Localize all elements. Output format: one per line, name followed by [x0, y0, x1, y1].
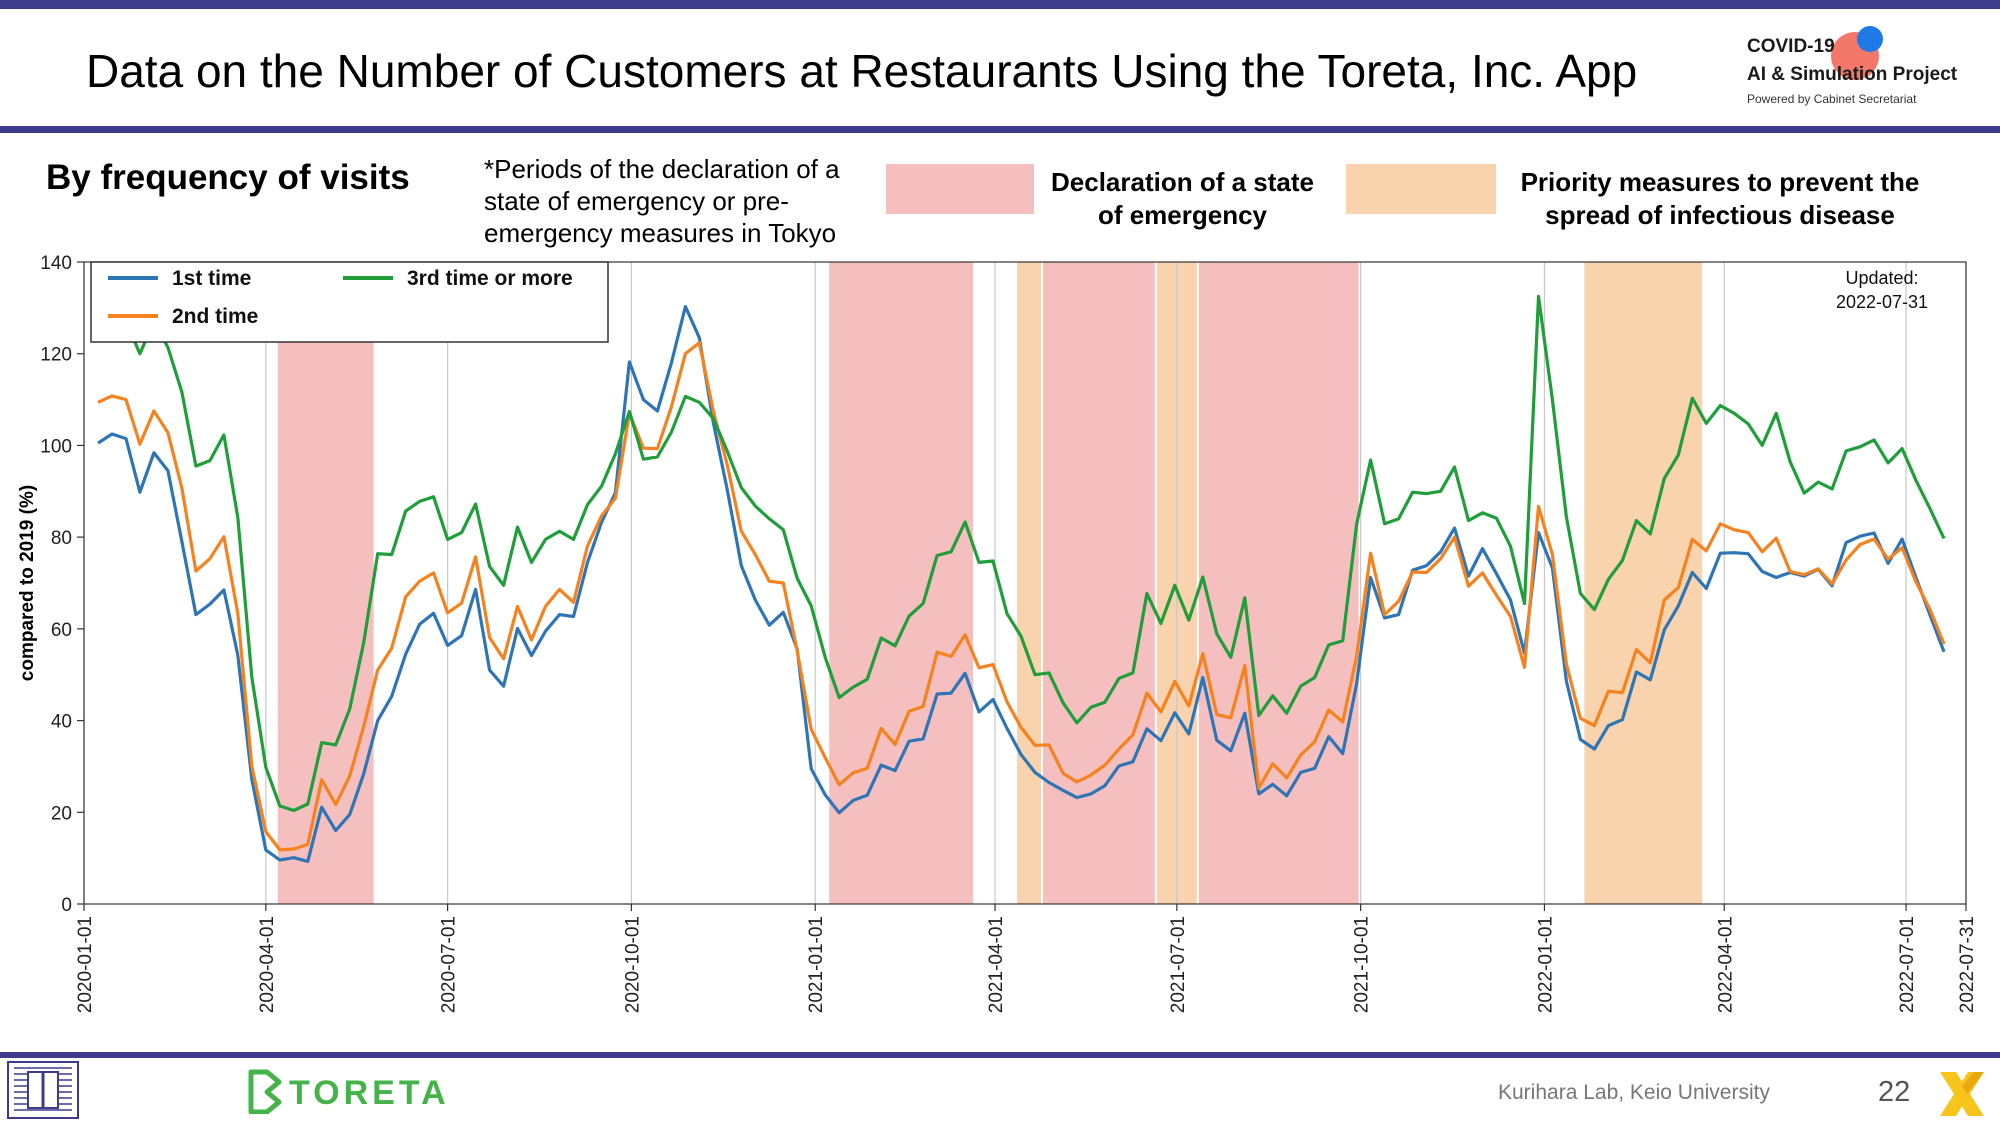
priority-legend-swatch	[1346, 164, 1496, 214]
emergency-legend-swatch	[886, 164, 1034, 214]
x-tick-label-11: 2022-07-31	[1957, 916, 1978, 1013]
legend-label-0: 1st time	[172, 267, 251, 290]
plot-frame	[83, 261, 1967, 905]
footer-divider-bar	[0, 1052, 2000, 1058]
y-tick-label-0: 0	[61, 895, 72, 916]
legend-box	[90, 261, 609, 343]
emergency-legend-label: Declaration of a state of emergency	[1051, 167, 1314, 230]
y-tick-label-2: 40	[51, 712, 72, 733]
x-tick-label-2: 2020-07-01	[439, 916, 460, 1013]
page-number: 22	[1878, 1076, 1911, 1108]
series-line-2	[97, 294, 1946, 813]
legend-label-1: 2nd time	[172, 305, 258, 328]
x-tick-label-0: 2020-01-01	[75, 916, 96, 1013]
top-accent-bar	[0, 0, 2000, 9]
toreta-mark-icon	[248, 1069, 282, 1115]
period-note: *Periods of the declaration of a state o…	[484, 154, 840, 248]
y-tick-label-4: 80	[51, 528, 72, 549]
emergency-period-3	[1198, 262, 1359, 904]
priority-period-0	[1017, 262, 1041, 904]
keio-lab-emblem-icon	[7, 1061, 79, 1119]
y-tick-label-3: 60	[51, 620, 72, 641]
logo-line-3: Powered by Cabinet Secretariat	[1747, 92, 1917, 106]
x-tick-label-10: 2022-07-01	[1897, 916, 1918, 1013]
y-tick-label-6: 120	[40, 345, 72, 366]
logo-line-1: COVID-19	[1747, 36, 1835, 57]
x-tick-label-7: 2021-10-01	[1352, 916, 1373, 1013]
page-title: Data on the Number of Customers at Resta…	[86, 45, 1638, 97]
customers-line-chart: 0 20 40 60 80 100 120 140 2020-01-01 2020-04-01 20…	[17, 253, 1978, 1013]
covid-ai-project-logo: COVID-19 AI & Simulation Project Powered…	[1745, 24, 1985, 114]
priority-legend-label: Priority measures to prevent the spread …	[1520, 167, 1920, 230]
logo-line-2: AI & Simulation Project	[1747, 64, 1958, 85]
y-tick-label-5: 100	[40, 436, 72, 457]
y-tick-label-7: 140	[40, 253, 72, 274]
emergency-period-0	[277, 262, 374, 904]
lab-credit: Kurihara Lab, Keio University	[1498, 1081, 1770, 1104]
series-line-1	[97, 341, 1946, 852]
y-axis-label: compared to 2019 (%)	[17, 485, 38, 681]
x-mark-logo-icon	[1940, 1072, 1984, 1116]
emergency-period-2	[1042, 262, 1155, 904]
legend-label-2: 3rd time or more	[407, 267, 573, 290]
toreta-brand-text: TORETA	[289, 1074, 450, 1112]
x-tick-label-3: 2020-10-01	[622, 916, 643, 1013]
x-tick-label-9: 2022-04-01	[1715, 916, 1736, 1013]
y-tick-label-1: 20	[51, 803, 72, 824]
priority-period-2	[1584, 262, 1703, 904]
section-subtitle: By frequency of visits	[46, 158, 410, 197]
series-line-0	[97, 304, 1946, 864]
toreta-logo: TORETA	[247, 1068, 446, 1118]
header-divider-bar	[0, 126, 2000, 133]
x-tick-label-6: 2021-07-01	[1168, 916, 1189, 1013]
x-tick-label-1: 2020-04-01	[257, 916, 278, 1013]
updated-note-line-1: 2022-07-31	[1836, 292, 1928, 312]
logo-blue-dot-icon	[1857, 26, 1883, 52]
x-tick-label-5: 2021-04-01	[986, 916, 1007, 1013]
emergency-period-1	[829, 262, 974, 904]
x-tick-label-8: 2022-01-01	[1535, 916, 1556, 1013]
updated-note-line-0: Updated:	[1845, 268, 1918, 288]
x-tick-label-4: 2021-01-01	[806, 916, 827, 1013]
